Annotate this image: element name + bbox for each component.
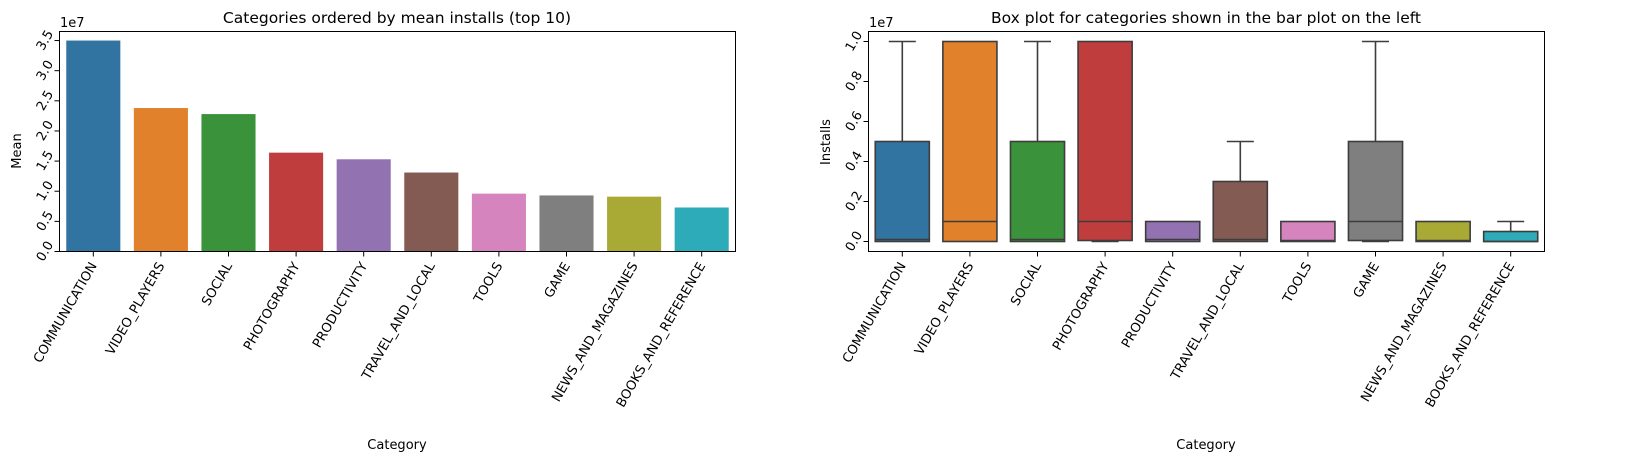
x-tick-label: COMMUNICATION (31, 260, 101, 366)
x-tick-label: SOCIAL (199, 259, 236, 308)
bar (539, 195, 594, 252)
box (1482, 230, 1539, 243)
box (1009, 140, 1066, 243)
bar (336, 159, 391, 252)
y-tick-label: 0.0 (843, 229, 866, 254)
box (874, 140, 931, 243)
bar (269, 152, 324, 252)
bar (133, 108, 188, 252)
box (942, 40, 998, 243)
bar (607, 196, 662, 252)
x-tick-label: VIDEO_PLAYERS (912, 260, 977, 358)
box (1415, 220, 1471, 243)
y-tick-label: 1.5 (34, 148, 57, 173)
y-tick-label: 1.0 (843, 29, 866, 54)
box (1280, 220, 1336, 243)
x-tick-label: PRODUCTIVITY (310, 260, 371, 351)
bar (674, 207, 729, 252)
x-tick-label: PRODUCTIVITY (1119, 260, 1180, 351)
box-plot-x-axis-label: Category (1176, 438, 1236, 453)
bar-chart-title: Categories ordered by mean installs (top… (223, 9, 571, 27)
bar-chart-offset-label: 1e7 (60, 16, 85, 31)
x-tick-label: VIDEO_PLAYERS (103, 260, 168, 358)
bar-chart-panel: Categories ordered by mean installs (top… (10, 9, 736, 453)
box-plot-y-axis-label: Installs (819, 119, 834, 165)
bar-chart-y-ticks: 0.0 0.5 1.0 1.5 2.0 2.5 3.0 3.5 (34, 28, 60, 264)
box-plot-marks (874, 40, 1539, 243)
box-plot-y-ticks: 0.0 0.2 0.4 0.6 0.8 1.0 (843, 29, 869, 254)
y-tick-label: 0.6 (843, 109, 866, 134)
y-tick-label: 3.5 (34, 28, 57, 53)
bar (66, 40, 121, 252)
x-tick-label: TRAVEL_AND_LOCAL (1168, 259, 1248, 383)
x-tick-label: GAME (542, 260, 574, 301)
y-tick-label: 0.0 (34, 239, 57, 264)
bar (471, 193, 526, 252)
box (1212, 180, 1269, 243)
box (1144, 220, 1201, 243)
x-tick-label: SOCIAL (1008, 259, 1045, 308)
y-tick-label: 0.4 (843, 149, 866, 174)
x-tick-label: PHOTOGRAPHY (1050, 260, 1113, 353)
bar-chart-marks (66, 40, 729, 252)
box-plot-panel: Box plot for categories shown in the bar… (819, 9, 1545, 453)
bar (201, 114, 256, 252)
box-plot-x-ticks: COMMUNICATION VIDEO_PLAYERS SOCIAL PHOTOGRA… (840, 251, 1518, 410)
bar-chart-x-axis-label: Category (367, 438, 427, 453)
box-plot-title: Box plot for categories shown in the bar… (991, 9, 1421, 27)
y-tick-label: 0.2 (843, 189, 866, 214)
y-tick-label: 0.8 (843, 69, 866, 94)
y-tick-label: 2.0 (34, 118, 57, 143)
y-tick-label: 3.0 (34, 58, 57, 83)
box (1347, 140, 1404, 242)
bar-chart-x-ticks: COMMUNICATION VIDEO_PLAYERS SOCIAL PHOTOGRA… (31, 251, 709, 410)
x-tick-label: GAME (1351, 260, 1383, 301)
bar-chart-frame (59, 31, 736, 252)
x-tick-label: TRAVEL_AND_LOCAL (359, 259, 439, 383)
bar (404, 172, 459, 252)
y-tick-label: 2.5 (34, 88, 57, 113)
bar-chart-y-axis-label: Mean (10, 133, 25, 168)
y-tick-label: 1.0 (34, 179, 57, 204)
x-tick-label: TOOLS (1280, 260, 1315, 306)
box (1077, 40, 1133, 242)
box-plot-offset-label: 1e7 (869, 16, 894, 31)
box-plot-frame (868, 31, 1545, 252)
y-tick-label: 0.5 (34, 209, 57, 234)
x-tick-label: PHOTOGRAPHY (241, 260, 304, 353)
x-tick-label: TOOLS (471, 260, 506, 306)
x-tick-label: COMMUNICATION (840, 260, 910, 366)
